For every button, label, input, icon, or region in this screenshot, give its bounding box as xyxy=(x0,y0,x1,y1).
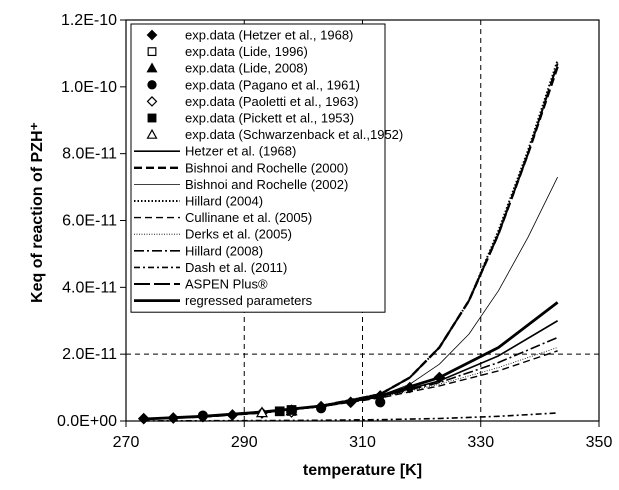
legend-entry: regressed parameters xyxy=(134,293,313,308)
legend-entry: Bishnoi and Rochelle (2002) xyxy=(134,177,348,192)
legend-entry: exp.data (Hetzer et al., 1968) xyxy=(146,28,353,43)
x-tick-label: 270 xyxy=(113,434,140,451)
y-tick-label: 1.0E-10 xyxy=(61,79,117,96)
y-tick-label: 6.0E-11 xyxy=(62,213,117,230)
x-tick-label: 290 xyxy=(231,434,258,451)
y-tick-label: 2.0E-11 xyxy=(62,346,117,363)
legend-label: exp.data (Schwarzenback et al.,1952) xyxy=(185,127,403,142)
legend-label: exp.data (Pagano et al., 1961) xyxy=(185,77,360,92)
legend-label: Bishnoi and Rochelle (2002) xyxy=(185,177,348,192)
data-point-exp-data-hetzer-et-al-1968 xyxy=(226,409,239,421)
legend-entry: Hillard (2004) xyxy=(134,194,263,209)
legend-label: exp.data (Lide, 1996) xyxy=(185,44,308,59)
legend-entry: Hillard (2008) xyxy=(134,243,263,258)
legend: exp.data (Hetzer et al., 1968)exp.data (… xyxy=(130,23,403,313)
legend-label: Hillard (2008) xyxy=(185,243,263,258)
legend-entry: Hetzer et al. (1968) xyxy=(134,144,296,159)
legend-swatch xyxy=(146,128,158,139)
series-line-cullinane-et-al-2005 xyxy=(143,350,558,420)
legend-label: exp.data (Paoletti et al., 1963) xyxy=(185,94,358,109)
x-tick-label: 330 xyxy=(467,434,494,451)
legend-entry: Derks et al. (2005) xyxy=(134,227,292,242)
y-tick-label: 4.0E-11 xyxy=(62,279,117,296)
legend-label: exp.data (Hetzer et al., 1968) xyxy=(185,28,353,43)
legend-label: Bishnoi and Rochelle (2000) xyxy=(185,160,348,175)
legend-label: Hillard (2004) xyxy=(185,194,263,209)
legend-label: regressed parameters xyxy=(185,293,313,308)
series-line-aspen-plus xyxy=(143,63,559,420)
legend-label: Derks et al. (2005) xyxy=(185,227,292,242)
legend-label: exp.data (Lide, 2008) xyxy=(185,61,308,76)
data-point-exp-data-pagano-et-al-1961 xyxy=(316,403,327,414)
legend-entry: Cullinane et al. (2005) xyxy=(134,210,312,225)
data-point-exp-data-hetzer-et-al-1968 xyxy=(403,381,416,394)
legend-label: Hetzer et al. (1968) xyxy=(185,144,296,159)
data-point-exp-data-pickett-et-al-1953 xyxy=(274,406,285,417)
legend-label: Cullinane et al. (2005) xyxy=(185,210,312,225)
data-point-exp-data-hetzer-et-al-1968 xyxy=(344,396,357,409)
y-tick-label: 0.0E+00 xyxy=(57,413,117,430)
legend-swatch xyxy=(146,62,158,73)
data-point-exp-data-pickett-et-al-1953 xyxy=(286,405,297,415)
y-tick-label: 1.2E-10 xyxy=(61,12,117,29)
legend-label: exp.data (Pickett et al., 1953) xyxy=(185,111,354,126)
legend-label: ASPEN Plus® xyxy=(185,277,268,292)
legend-swatch xyxy=(147,47,157,57)
x-tick-label: 350 xyxy=(586,434,613,451)
y-axis-title: Keq of reaction of PZH⁺ xyxy=(29,122,46,303)
legend-entry: Bishnoi and Rochelle (2000) xyxy=(134,160,348,175)
data-point-exp-data-hetzer-et-al-1968 xyxy=(137,412,150,425)
y-tick-label: 8.0E-11 xyxy=(62,146,117,163)
legend-entry: ASPEN Plus® xyxy=(134,277,268,292)
series-line-dash-et-al-2011 xyxy=(143,412,558,422)
data-point-exp-data-schwarzenback-et-al-1952 xyxy=(255,406,269,418)
x-tick-label: 310 xyxy=(349,434,376,451)
legend-entry: exp.data (Paoletti et al., 1963) xyxy=(146,94,358,109)
legend-entry: exp.data (Lide, 1996) xyxy=(147,44,308,59)
legend-entry: exp.data (Pickett et al., 1953) xyxy=(147,111,354,126)
legend-entry: Dash et al. (2011) xyxy=(134,260,287,275)
data-point-exp-data-pagano-et-al-1961 xyxy=(197,410,208,421)
legend-swatch xyxy=(147,80,157,90)
axis-ticks: 270 290 310 330 350 0.0E+00 2.0E-11 4.0E-11 6.0E… xyxy=(57,12,613,451)
legend-swatch xyxy=(146,96,158,107)
legend-swatch xyxy=(147,113,157,123)
legend-entry: exp.data (Schwarzenback et al.,1952) xyxy=(146,127,403,142)
data-point-exp-data-pagano-et-al-1961 xyxy=(375,397,386,408)
series-line-derks-et-al-2005 xyxy=(143,347,558,420)
legend-swatch xyxy=(146,29,158,41)
data-point-exp-data-hetzer-et-al-1968 xyxy=(433,371,446,384)
legend-label: Dash et al. (2011) xyxy=(185,260,287,275)
x-axis-title: temperature [K] xyxy=(303,462,422,479)
legend-entry: exp.data (Lide, 2008) xyxy=(146,61,308,76)
legend-entry: exp.data (Pagano et al., 1961) xyxy=(147,77,360,92)
